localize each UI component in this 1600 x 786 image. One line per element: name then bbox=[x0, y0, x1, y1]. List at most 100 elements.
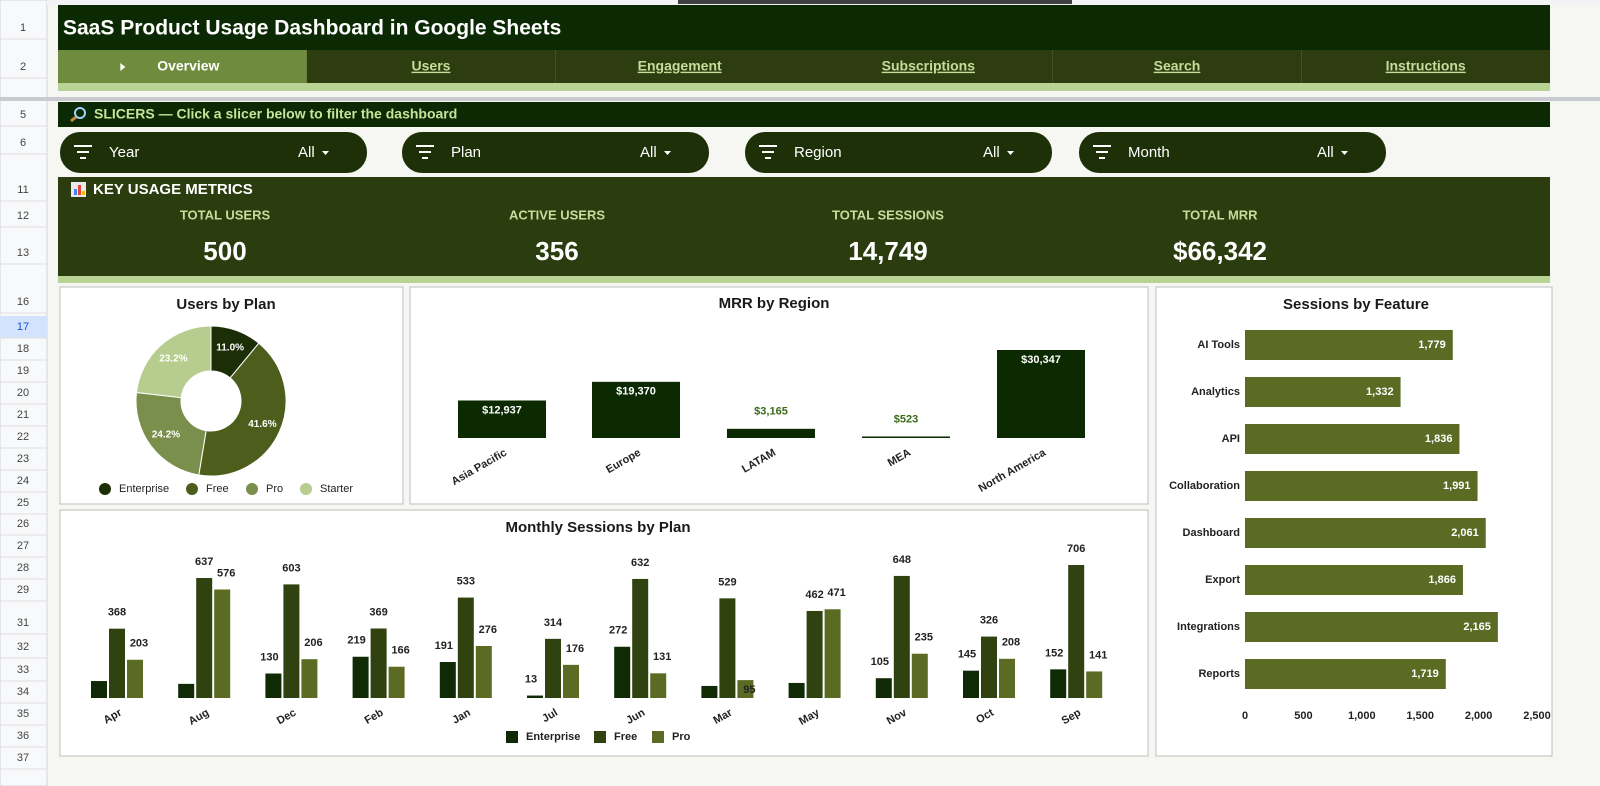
bar-value-label: 1,332 bbox=[1366, 386, 1394, 398]
slicer-title: SLICERS — Click a slicer below to filter… bbox=[94, 106, 457, 122]
slicer[interactable] bbox=[745, 132, 1052, 173]
bar bbox=[893, 575, 910, 698]
nav-tab[interactable]: Search bbox=[1154, 58, 1201, 74]
bar bbox=[439, 662, 456, 698]
bar bbox=[632, 578, 649, 698]
bar bbox=[109, 628, 125, 698]
col-select bbox=[678, 0, 1072, 4]
bar-value-label: 632 bbox=[631, 557, 649, 569]
slicer-value: All bbox=[640, 144, 657, 161]
bar bbox=[701, 685, 718, 698]
chart-icon bbox=[71, 182, 86, 197]
nav-tab[interactable]: Subscriptions bbox=[882, 58, 976, 74]
bar-value-label: $19,370 bbox=[616, 386, 656, 398]
legend-swatch bbox=[246, 483, 258, 495]
slicer[interactable] bbox=[1079, 132, 1386, 173]
caret bbox=[322, 151, 329, 155]
metric-label: TOTAL MRR bbox=[1182, 207, 1258, 222]
bar bbox=[475, 646, 492, 698]
x-tick-label: 0 bbox=[1242, 710, 1248, 722]
bar bbox=[1245, 518, 1486, 548]
legend-label: Free bbox=[614, 731, 637, 743]
bar-value-label: 1,719 bbox=[1411, 668, 1439, 680]
bar bbox=[806, 610, 823, 698]
row-number: 16 bbox=[17, 296, 29, 308]
x-tick-label: 500 bbox=[1294, 710, 1312, 722]
legend-swatch bbox=[652, 731, 664, 743]
bar bbox=[178, 683, 195, 698]
nav-tab[interactable]: Engagement bbox=[638, 58, 722, 74]
bar-value-label: 235 bbox=[915, 632, 933, 644]
search-icon bbox=[70, 107, 86, 123]
slicer[interactable] bbox=[60, 132, 367, 173]
bar bbox=[1068, 565, 1085, 698]
pie-slice bbox=[135, 391, 207, 476]
row-number: 6 bbox=[20, 137, 26, 149]
y-tick-label: Integrations bbox=[1177, 621, 1240, 633]
nav-tab[interactable]: Overview bbox=[157, 58, 219, 74]
slice-label: 11.0% bbox=[216, 342, 244, 353]
bar bbox=[563, 664, 579, 698]
bar bbox=[727, 428, 815, 438]
bar bbox=[719, 598, 736, 698]
row-number: 37 bbox=[17, 752, 29, 764]
bar-value-label: 206 bbox=[304, 637, 322, 649]
freeze-line bbox=[0, 97, 1600, 101]
bar bbox=[352, 656, 369, 698]
metric-label: TOTAL SESSIONS bbox=[832, 207, 944, 222]
bar-value-label: 368 bbox=[108, 607, 126, 619]
legend-label: Pro bbox=[672, 731, 691, 743]
row-number: 12 bbox=[17, 210, 29, 222]
bar-value-label: 203 bbox=[130, 638, 148, 650]
metric-label: ACTIVE USERS bbox=[509, 207, 605, 222]
row-number: 2 bbox=[20, 61, 26, 73]
bar-value-label: 191 bbox=[435, 640, 453, 652]
row-highlight bbox=[0, 316, 47, 338]
pie-slice bbox=[198, 342, 287, 477]
bar bbox=[91, 681, 107, 698]
slicer-value: All bbox=[983, 144, 1000, 161]
filter-icon bbox=[759, 145, 777, 159]
nav-tab[interactable]: Instructions bbox=[1386, 58, 1466, 74]
bar-value-label: $3,165 bbox=[754, 406, 788, 418]
bar-value-label: 219 bbox=[347, 635, 365, 647]
row-number: 25 bbox=[17, 497, 29, 509]
nav-tab[interactable]: Users bbox=[412, 58, 451, 74]
bar-value-label: 276 bbox=[479, 624, 497, 636]
legend-label: Enterprise bbox=[119, 483, 169, 495]
bar-value-label: 1,866 bbox=[1428, 574, 1456, 586]
metric-value: 14,749 bbox=[848, 236, 928, 266]
row-number: 31 bbox=[17, 617, 29, 629]
bar-value-label: 272 bbox=[609, 625, 627, 637]
bar-value-label: $523 bbox=[894, 413, 918, 425]
legend-swatch bbox=[594, 731, 606, 743]
slicer-value: All bbox=[1317, 144, 1334, 161]
metrics-title: KEY USAGE METRICS bbox=[93, 181, 253, 198]
filter-icon bbox=[416, 145, 434, 159]
slicer-value: All bbox=[298, 144, 315, 161]
metric-value: $66,342 bbox=[1173, 236, 1267, 266]
slicer-label: Plan bbox=[451, 144, 481, 161]
slice-label: 23.2% bbox=[159, 353, 187, 364]
bar bbox=[1050, 669, 1067, 698]
slicer[interactable] bbox=[402, 132, 709, 173]
legend-label: Free bbox=[206, 483, 229, 495]
bar bbox=[911, 653, 928, 698]
bar-value-label: 176 bbox=[566, 643, 584, 655]
bar bbox=[1086, 671, 1103, 698]
legend-swatch bbox=[99, 483, 111, 495]
legend-label: Starter bbox=[320, 483, 353, 495]
bar bbox=[196, 577, 213, 698]
slice-label: 24.2% bbox=[152, 430, 180, 441]
tab-marker bbox=[120, 63, 126, 71]
caret bbox=[1341, 151, 1348, 155]
bar-value-label: 533 bbox=[457, 575, 475, 587]
chart-frame bbox=[59, 509, 1149, 757]
bar bbox=[1245, 565, 1463, 595]
nav-tab-bg bbox=[1052, 50, 1302, 83]
y-tick-label: AI Tools bbox=[1197, 339, 1240, 351]
row-number: 28 bbox=[17, 562, 29, 574]
row-number: 36 bbox=[17, 730, 29, 742]
pie-slice bbox=[135, 325, 212, 399]
